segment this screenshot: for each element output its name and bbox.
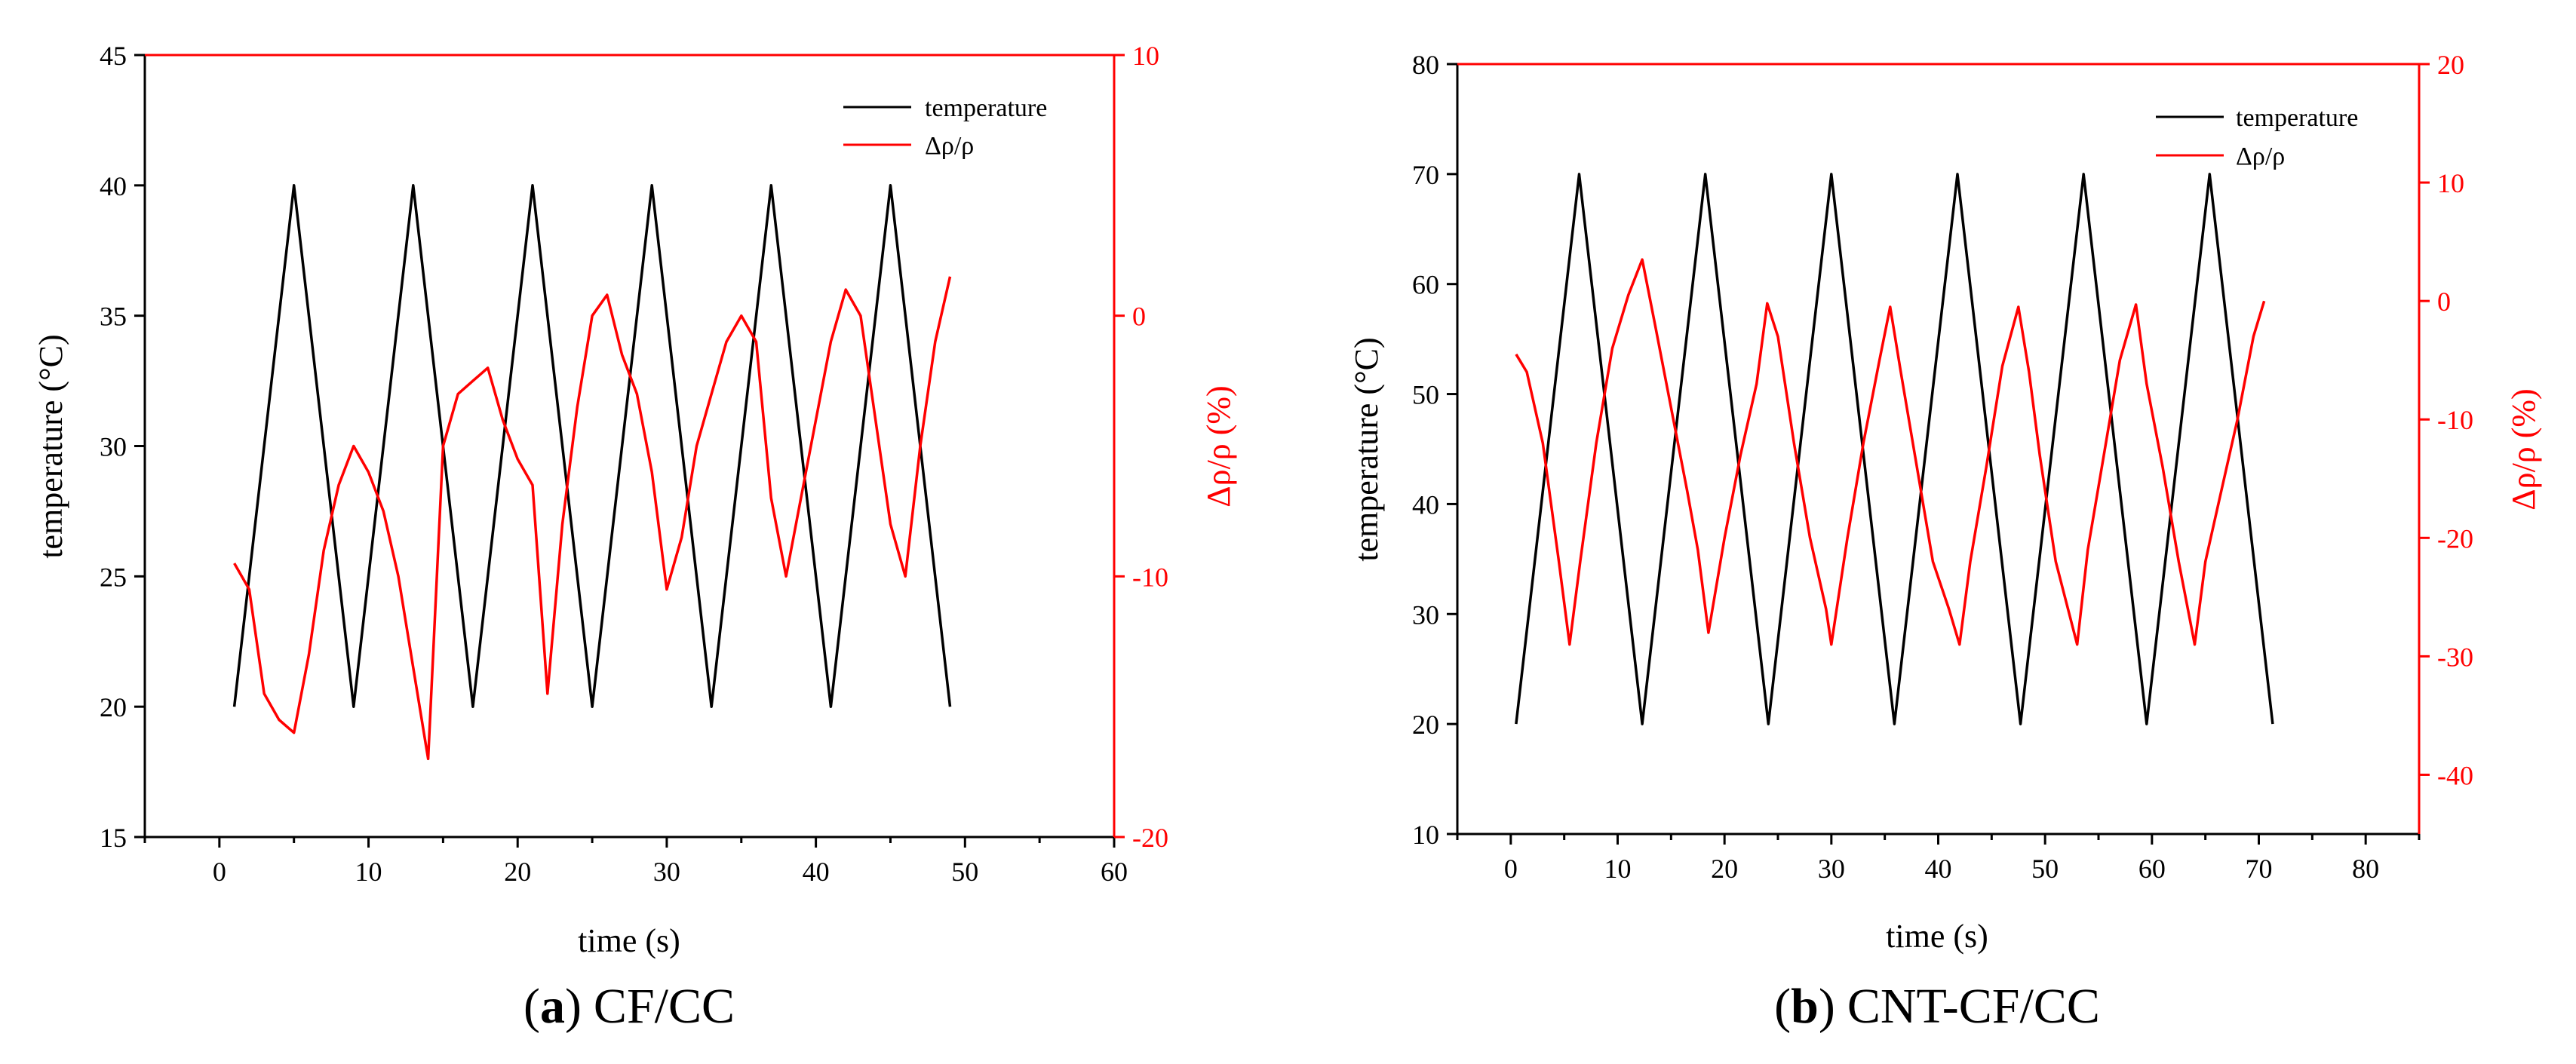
panel-a-chart: 0 10 20 30 40 50 60 15 20 25 30 35 40 45 -20 -10 0 10 t…	[32, 41, 1237, 1034]
panel-b-y-tick-label: 10	[1412, 820, 1439, 850]
panel-b-x-ticks: 0 10 20 30 40 50 60 70 80	[1456, 834, 2421, 884]
panel-a-series	[232, 184, 952, 761]
panel-b-legend-resistivity-label: Δρ/ρ	[2236, 143, 2285, 170]
panel-a-y-tick-label: 15	[100, 823, 127, 853]
panel-b-y-tick-label: 80	[1412, 50, 1439, 80]
panel-b-y-axis-label: temperature (°C)	[1348, 337, 1385, 561]
panel-b-caption-close: )	[1819, 979, 1835, 1034]
panel-a-x-tick-label: 60	[1101, 857, 1128, 887]
panel-a-y2-tick-label: -20	[1132, 823, 1168, 853]
panel-a-y-tick-label: 35	[100, 302, 127, 332]
panel-a-x-tick-label: 10	[355, 857, 382, 887]
panel-a-x-ticks: 0 10 20 30 40 50 60	[143, 837, 1128, 887]
panel-a-y2-tick-label: -10	[1132, 562, 1168, 592]
panel-a-y-ticks: 15 20 25 30 35 40 45	[100, 41, 145, 853]
panel-b-x-tick-label: 80	[2352, 854, 2379, 884]
panel-a-x-tick-label: 20	[504, 857, 531, 887]
panel-b-y-tick-label: 60	[1412, 270, 1439, 300]
panel-b-series	[1515, 173, 2274, 725]
panel-b-y-tick-label: 50	[1412, 380, 1439, 410]
panel-b-x-axis-label: time (s)	[1886, 918, 1988, 955]
panel-a-legend-temperature-label: temperature	[925, 94, 1047, 122]
panel-a-caption: (a) CF/CC	[523, 979, 735, 1034]
panel-b-plot-area	[1457, 64, 2419, 834]
panel-a-y-tick-label: 45	[100, 41, 127, 71]
panel-a-y-tick-label: 30	[100, 432, 127, 462]
panel-a-x-tick-label: 40	[803, 857, 830, 887]
panel-b-y-tick-label: 40	[1412, 489, 1439, 520]
panel-b-x-tick-label: 0	[1504, 854, 1518, 884]
panel-b-chart: 0 10 20 30 40 50 60 70 80 10 20 30 40 50 60 70 80 -40 -3…	[1348, 50, 2542, 1034]
panel-a-temperature-line	[232, 184, 952, 708]
panel-b-temperature-line	[1515, 173, 2274, 725]
panel-a-y2-axis-label: Δρ/ρ (%)	[1200, 385, 1237, 507]
panel-a-y-tick-label: 25	[100, 562, 127, 592]
panel-b-caption: (b) CNT-CF/CC	[1774, 979, 2100, 1034]
panel-b-legend: temperature Δρ/ρ	[2156, 104, 2358, 170]
panel-b-y2-axis-label: Δρ/ρ (%)	[2505, 388, 2542, 510]
panel-a-caption-close: )	[565, 979, 582, 1034]
panel-b-x-tick-label: 50	[2031, 854, 2059, 884]
panel-b-y2-tick-label: 10	[2437, 168, 2464, 198]
panel-b-y-tick-label: 20	[1412, 710, 1439, 740]
panel-b-caption-text: CNT-CF/CC	[1847, 979, 2100, 1034]
panel-a-legend: temperature Δρ/ρ	[843, 94, 1047, 160]
panel-b-y2-tick-label: 0	[2437, 287, 2451, 317]
panel-b-resistivity-line	[1515, 258, 2266, 646]
panel-a-x-tick-label: 30	[653, 857, 680, 887]
panel-b-y-ticks: 10 20 30 40 50 60 70 80	[1412, 50, 1457, 850]
panel-a-legend-resistivity-label: Δρ/ρ	[925, 132, 974, 160]
panel-b-x-tick-label: 60	[2138, 854, 2166, 884]
panel-b-x-tick-label: 10	[1604, 854, 1632, 884]
panel-b-x-tick-label: 40	[1925, 854, 1952, 884]
panel-b-y2-tick-label: -40	[2437, 760, 2473, 790]
panel-a-y2-tick-label: 10	[1132, 41, 1159, 71]
panel-b-y-tick-label: 30	[1412, 599, 1439, 630]
panel-a-plot-area	[145, 55, 1114, 837]
panel-a-x-axis-label: time (s)	[578, 922, 680, 959]
panel-b-x-tick-label: 20	[1711, 854, 1738, 884]
panel-a-y2-tick-label: 0	[1132, 302, 1146, 332]
panel-a-caption-open: (	[523, 979, 540, 1034]
panel-b-caption-letter: b	[1791, 979, 1819, 1034]
panel-b-caption-open: (	[1774, 979, 1791, 1034]
panel-b-y2-tick-label: -10	[2437, 405, 2473, 435]
panel-a-caption-letter: a	[540, 979, 565, 1034]
panel-b-x-tick-label: 30	[1818, 854, 1845, 884]
panel-b-y2-tick-label: 20	[2437, 50, 2464, 80]
panel-a-y-tick-label: 20	[100, 692, 127, 722]
panel-a-resistivity-line	[233, 276, 952, 761]
panel-a-y-tick-label: 40	[100, 171, 127, 201]
panel-a-y2-ticks: -20 -10 0 10	[1114, 41, 1168, 853]
panel-a-caption-text: CF/CC	[594, 979, 735, 1034]
panel-a-x-tick-label: 50	[951, 857, 978, 887]
panel-a-y-axis-label: temperature (°C)	[32, 334, 69, 558]
panel-b-y2-tick-label: -20	[2437, 523, 2473, 553]
panel-b-y2-ticks: -40 -30 -20 -10 0 10 20	[2419, 50, 2473, 790]
panel-b-y-tick-label: 70	[1412, 160, 1439, 190]
panel-b-legend-temperature-label: temperature	[2236, 104, 2358, 132]
panel-b-x-tick-label: 70	[2246, 854, 2273, 884]
panel-b-y2-tick-label: -30	[2437, 642, 2473, 672]
panel-a-x-tick-label: 0	[213, 857, 226, 887]
